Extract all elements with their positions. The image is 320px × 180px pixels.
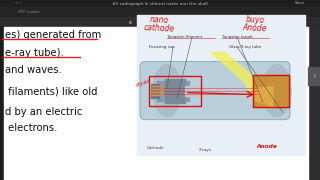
Bar [137,15,305,155]
Bar [4,27,308,180]
Text: Focusing cup: Focusing cup [149,45,175,49]
Ellipse shape [263,65,291,117]
Ellipse shape [153,65,181,117]
Bar [0,7,320,17]
FancyBboxPatch shape [140,62,290,120]
Text: slyas: slyas [135,78,152,88]
Polygon shape [255,87,273,107]
Bar [308,27,320,180]
Text: < ›: < › [15,1,21,6]
Text: cathode: cathode [143,23,175,33]
Text: Cathode: Cathode [146,146,164,150]
Text: Tungsten filament: Tungsten filament [167,35,202,39]
Text: Anode: Anode [243,23,268,33]
Bar [0,27,4,180]
Text: and waves.: and waves. [5,65,62,75]
Text: nano: nano [149,15,169,25]
Text: ›: › [312,71,316,81]
Bar [149,76,201,106]
Text: filaments) like old: filaments) like old [5,87,98,97]
Text: Anode: Anode [257,145,277,150]
Bar [253,75,289,107]
Bar [157,81,189,101]
Text: d by an electric: d by an electric [5,107,82,117]
Polygon shape [211,53,269,99]
Text: buyo: buyo [245,15,265,25]
Text: e-ray tube).: e-ray tube). [5,48,64,58]
Bar [151,84,159,98]
Text: Tungsten target: Tungsten target [222,35,252,39]
Bar [0,0,320,7]
Text: X-rays: X-rays [198,148,212,152]
Text: es) generated from: es) generated from [5,30,101,40]
Bar [253,75,289,107]
Text: electrons.: electrons. [5,123,57,133]
Bar [0,17,320,27]
Text: Save: Save [295,1,305,6]
Bar [308,67,320,85]
Text: PDF reader: PDF reader [18,10,40,14]
Bar [165,79,185,103]
Text: Glass X-ray tube: Glass X-ray tube [229,45,261,49]
Text: #0 radiograph & clinical notes onn the skull: #0 radiograph & clinical notes onn the s… [112,1,208,6]
Bar [185,86,203,96]
